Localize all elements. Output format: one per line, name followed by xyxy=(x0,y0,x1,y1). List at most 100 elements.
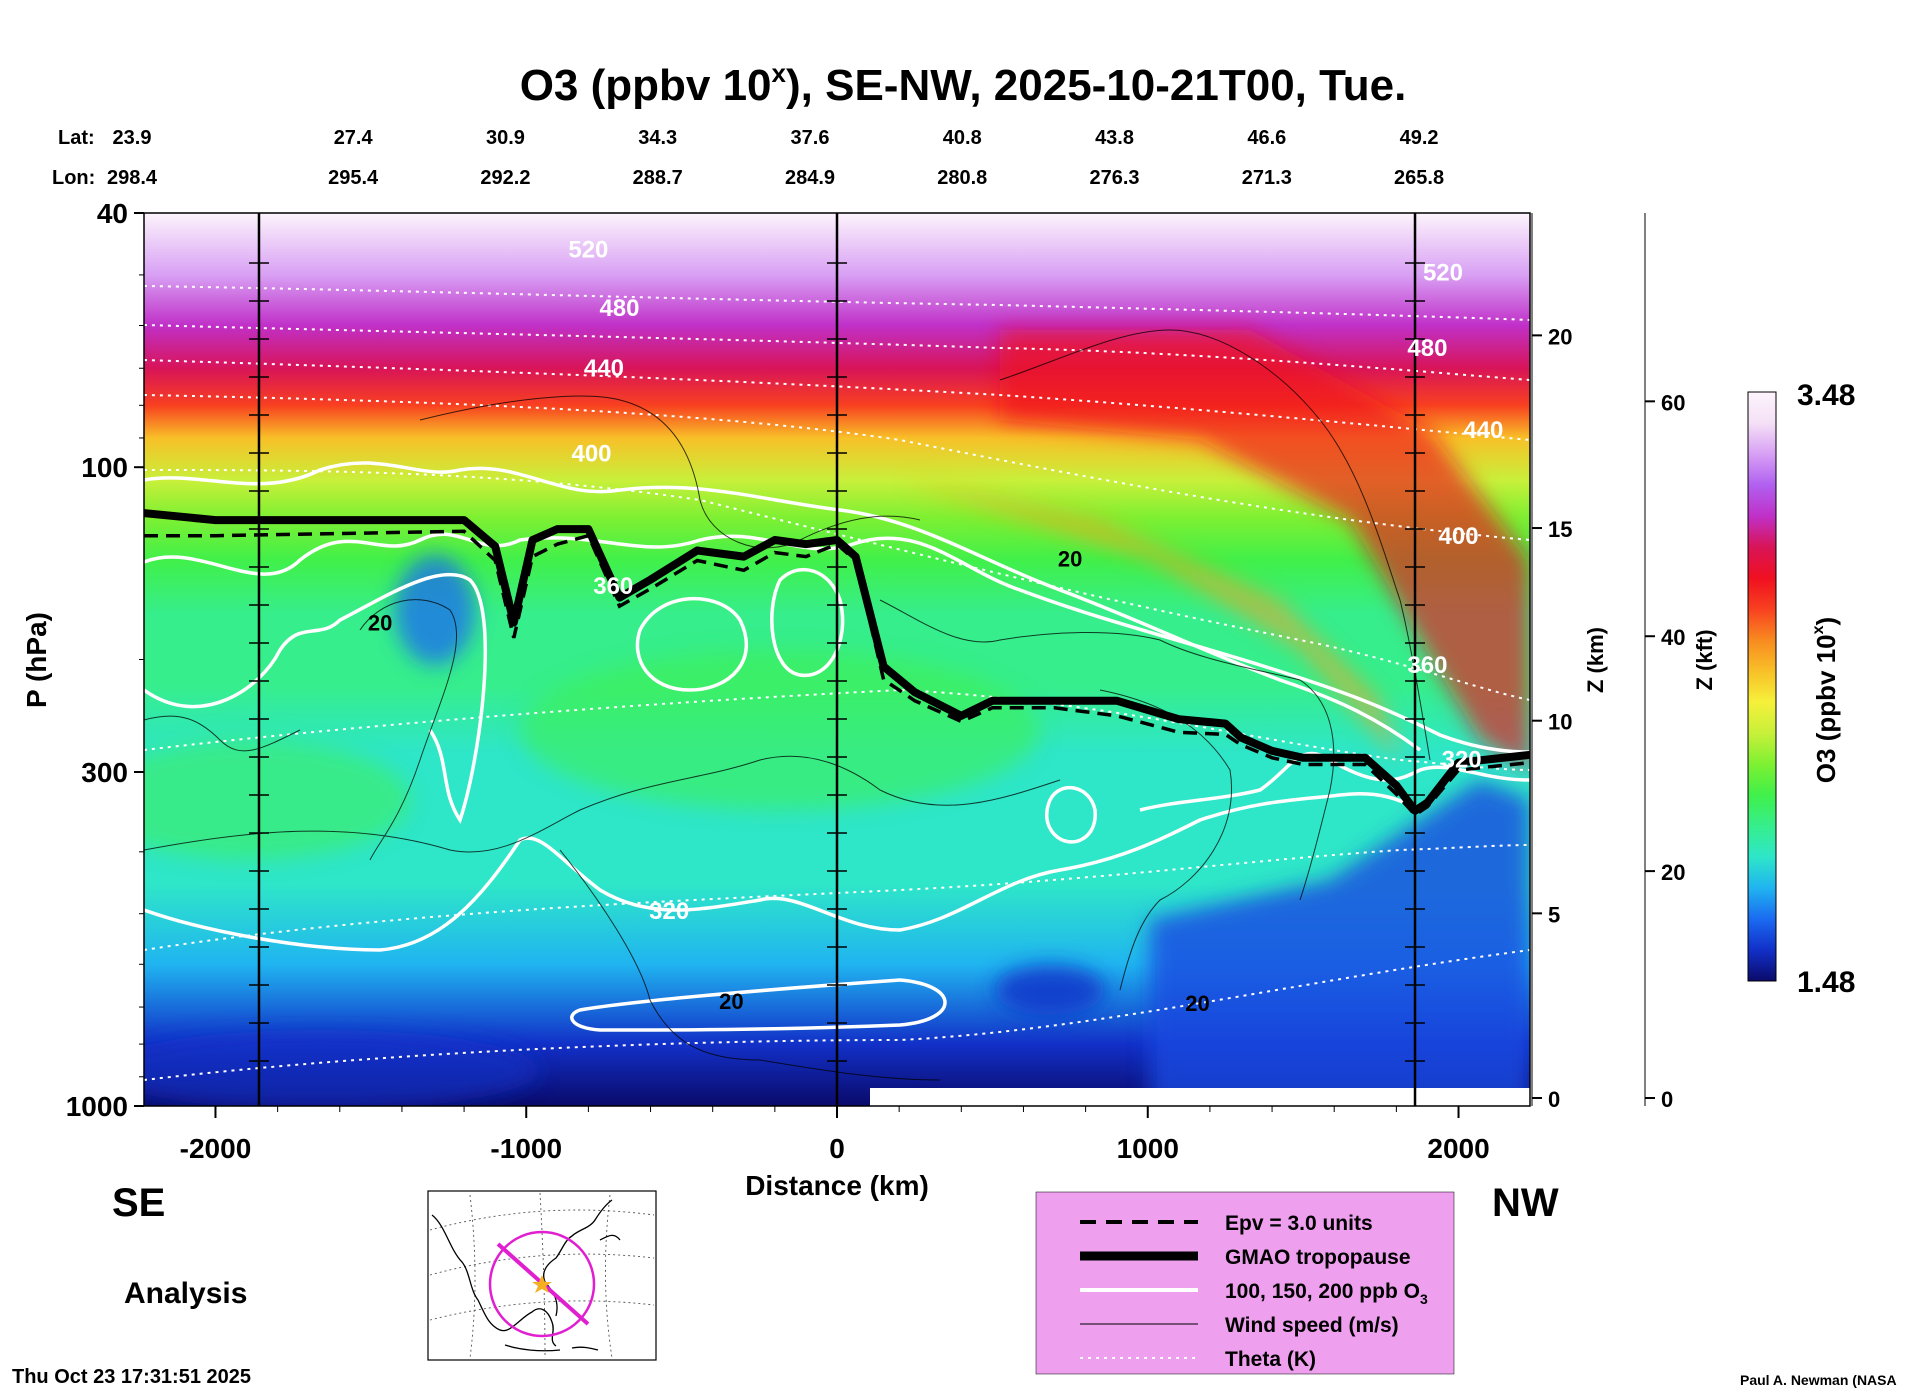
lat-value-5: 40.8 xyxy=(943,127,982,149)
legend-box xyxy=(1035,1191,1455,1375)
z-kft-tick-label-2: 40 xyxy=(1661,625,1685,650)
graticule-line-4 xyxy=(469,1194,476,1359)
wind-label-2: 20 xyxy=(719,989,743,1014)
theta-label-6: 520 xyxy=(1423,259,1463,286)
graticule-line-6 xyxy=(605,1194,613,1359)
z-km-tick-label-0: 0 xyxy=(1548,1087,1560,1112)
section-lines xyxy=(248,213,1426,1106)
y-tick-label-3: 1000 xyxy=(66,1091,128,1122)
theta-label-9: 400 xyxy=(1439,523,1479,550)
contour-labels: 520 480 440 400 360 320 520 480 440 400 360 320 20 20… xyxy=(368,237,1503,1016)
lon-value-6: 276.3 xyxy=(1090,167,1140,189)
x-tick-label-3: 1000 xyxy=(1117,1133,1179,1164)
z-kft-axis: 0 20 40 60 xyxy=(1644,213,1685,1112)
wind-contour-1 xyxy=(359,599,458,861)
direction-se: SE xyxy=(112,1181,165,1225)
lon-value-8: 265.8 xyxy=(1394,167,1444,189)
wind-contour-8 xyxy=(144,715,301,752)
lat-lon-labels: 23.9 298.4 27.4 295.4 30.9 292.2 34.3 288.7 37.6… xyxy=(107,127,1444,189)
theta-label-8: 440 xyxy=(1463,417,1503,444)
lat-value-0: 23.9 xyxy=(113,127,152,149)
z-km-tick-label-4: 20 xyxy=(1548,324,1572,349)
wind-label-1: 20 xyxy=(1058,546,1082,571)
lon-value-7: 271.3 xyxy=(1242,167,1292,189)
z-km-axis-label: Z (km) xyxy=(1583,627,1608,693)
y-tick-label-0: 40 xyxy=(97,198,128,229)
lat-value-4: 37.6 xyxy=(791,127,830,149)
theta-isentropes xyxy=(144,285,1530,1081)
legend-label-0: Epv = 3.0 units xyxy=(1225,1212,1373,1235)
legend-label-subscript: 3 xyxy=(1420,1291,1428,1307)
y-axis-pressure: 40 100 300 1000 xyxy=(66,198,144,1122)
green-band-center xyxy=(520,650,1040,810)
colorbar-max-label: 3.48 xyxy=(1797,379,1855,412)
theta-line-2 xyxy=(144,324,1530,381)
colorbar-title: O3 (ppbv 10x) xyxy=(1810,617,1841,783)
z-kft-tick-label-0: 0 xyxy=(1661,1087,1673,1112)
ozone-closed-mid xyxy=(1044,785,1097,844)
theta-label-3: 400 xyxy=(571,441,611,468)
ozone-contour-lower xyxy=(144,791,1421,952)
theta-line-3 xyxy=(144,359,1530,441)
surface-mask xyxy=(870,1088,1530,1106)
theta-line-5 xyxy=(144,469,1530,701)
deep-blue-lower-left xyxy=(144,1030,540,1106)
y-axis-label: P (hPa) xyxy=(21,612,52,708)
ozone-closed-center-right xyxy=(770,568,845,678)
lat-value-7: 46.6 xyxy=(1247,127,1286,149)
chart-title: O3 (ppbv 10x), SE-NW, 2025-10-21T00, Tue… xyxy=(520,58,1407,110)
lon-value-2: 292.2 xyxy=(480,167,530,189)
wind-contour-7 xyxy=(879,599,1335,901)
plot-area: 520 480 440 400 360 320 520 480 440 400 360 320 20 20… xyxy=(143,212,1531,1107)
x-tick-label-1: -1000 xyxy=(490,1133,562,1164)
theta-label-4: 360 xyxy=(593,573,633,600)
stratosphere-orange-fold xyxy=(900,480,1400,760)
legend-items: Epv = 3.0 units GMAO tropopause 100, 150, … xyxy=(1080,1212,1428,1371)
epv-3-units-line xyxy=(144,529,1530,818)
theta-label-1: 480 xyxy=(599,295,639,322)
lon-value-3: 288.7 xyxy=(633,167,683,189)
x-tick-label-2: 0 xyxy=(829,1133,845,1164)
lon-row-label: Lon: xyxy=(52,167,95,189)
y-tick-label-1: 100 xyxy=(81,452,128,483)
legend-label-2: 100, 150, 200 ppb O3 xyxy=(1225,1280,1428,1307)
z-km-tick-label-1: 5 xyxy=(1548,902,1560,927)
z-km-tick-label-3: 15 xyxy=(1548,517,1572,542)
lat-value-1: 27.4 xyxy=(334,127,374,149)
legend-label-4: Theta (K) xyxy=(1225,1348,1316,1371)
colorbar: 3.48 1.48 O3 (ppbv 10x) xyxy=(1747,379,1855,999)
theta-label-0: 520 xyxy=(568,237,608,264)
lon-value-5: 280.8 xyxy=(937,167,987,189)
stratosphere-high-ozone-tongue xyxy=(1000,330,1530,770)
lat-value-6: 43.8 xyxy=(1095,127,1134,149)
theta-label-11: 320 xyxy=(1442,746,1482,773)
gmao-tropopause-line xyxy=(144,509,1530,815)
inset-map xyxy=(427,1190,657,1361)
legend: Epv = 3.0 units GMAO tropopause 100, 150, … xyxy=(1035,1191,1455,1375)
theta-line-1 xyxy=(144,285,1530,321)
x-tick-label-0: -2000 xyxy=(180,1133,252,1164)
lat-value-8: 49.2 xyxy=(1400,127,1439,149)
z-kft-tick-label-1: 20 xyxy=(1661,860,1685,885)
x-axis: -2000 -1000 0 1000 2000 xyxy=(180,1106,1490,1164)
theta-line-7 xyxy=(144,844,1530,951)
timestamp: Thu Oct 23 17:31:51 2025 xyxy=(12,1366,251,1388)
low-ozone-right xyxy=(1150,780,1530,1106)
lat-row-label: Lat: xyxy=(58,127,95,149)
analysis-label: Analysis xyxy=(124,1277,247,1310)
z-kft-tick-label-3: 60 xyxy=(1661,390,1685,415)
theta-line-8 xyxy=(144,949,1530,1081)
inset-map-graticule xyxy=(429,1192,655,1359)
ozone-contour-150 xyxy=(144,461,1422,752)
z-kft-axis-label: Z (kft) xyxy=(1692,629,1717,690)
lon-value-0: 298.4 xyxy=(107,167,158,189)
wind-label-0: 20 xyxy=(368,610,392,635)
lon-value-4: 284.9 xyxy=(785,167,835,189)
wind-contour-4 xyxy=(144,755,1061,853)
ozone-closed-lower-center xyxy=(570,978,947,1032)
legend-label-1: GMAO tropopause xyxy=(1225,1246,1411,1269)
low-ozone-blob-left xyxy=(395,555,475,665)
ozone-contour-200-upper xyxy=(144,572,488,824)
lon-value-1: 295.4 xyxy=(328,167,379,189)
